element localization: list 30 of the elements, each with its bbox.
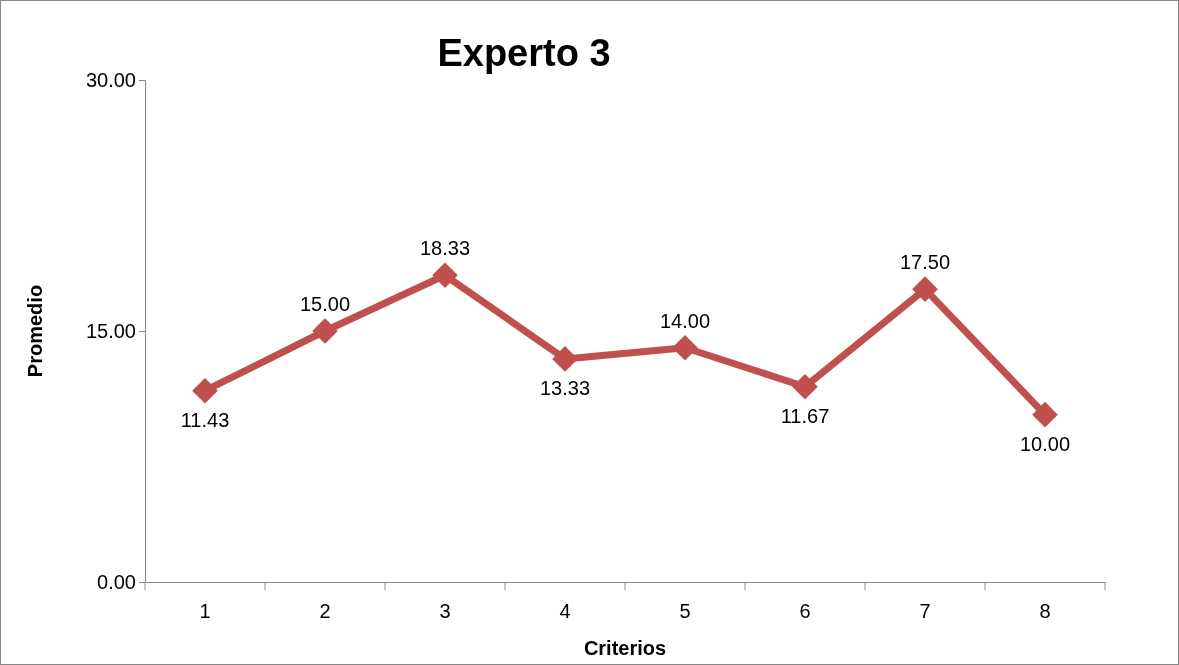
x-tick-label: 4	[559, 600, 571, 623]
x-tick-label: 3	[439, 600, 451, 623]
data-label: 17.50	[899, 251, 951, 274]
y-tick-label: 30.00	[85, 68, 136, 91]
data-label: 13.33	[539, 376, 591, 399]
x-tick-label: 7	[919, 600, 931, 623]
y-axis-title: Promedio	[24, 284, 46, 378]
x-tick-label: 1	[199, 600, 211, 623]
x-tick-label: 2	[319, 600, 331, 623]
data-label: 11.67	[780, 404, 830, 427]
data-label: 15.00	[299, 293, 351, 315]
point	[432, 262, 458, 289]
point	[912, 276, 938, 302]
point	[792, 373, 818, 400]
data-label: 10.00	[1019, 432, 1071, 455]
point	[1032, 401, 1058, 428]
data-label: 11.43	[180, 408, 230, 431]
point	[552, 346, 578, 372]
point	[672, 334, 698, 361]
y-tick-label: 15.00	[85, 319, 136, 342]
point	[312, 318, 338, 344]
x-tick-label: 6	[799, 600, 811, 623]
chart-title: Experto 3	[437, 32, 611, 74]
x-axis-title: Criterios	[583, 637, 667, 659]
y-tick-label: 0.00	[97, 570, 136, 593]
data-label: 14.00	[659, 309, 711, 332]
x-tick-label: 8	[1039, 600, 1051, 623]
data-label: 18.33	[419, 237, 471, 260]
x-tick-label: 5	[679, 600, 691, 623]
point	[192, 377, 218, 404]
